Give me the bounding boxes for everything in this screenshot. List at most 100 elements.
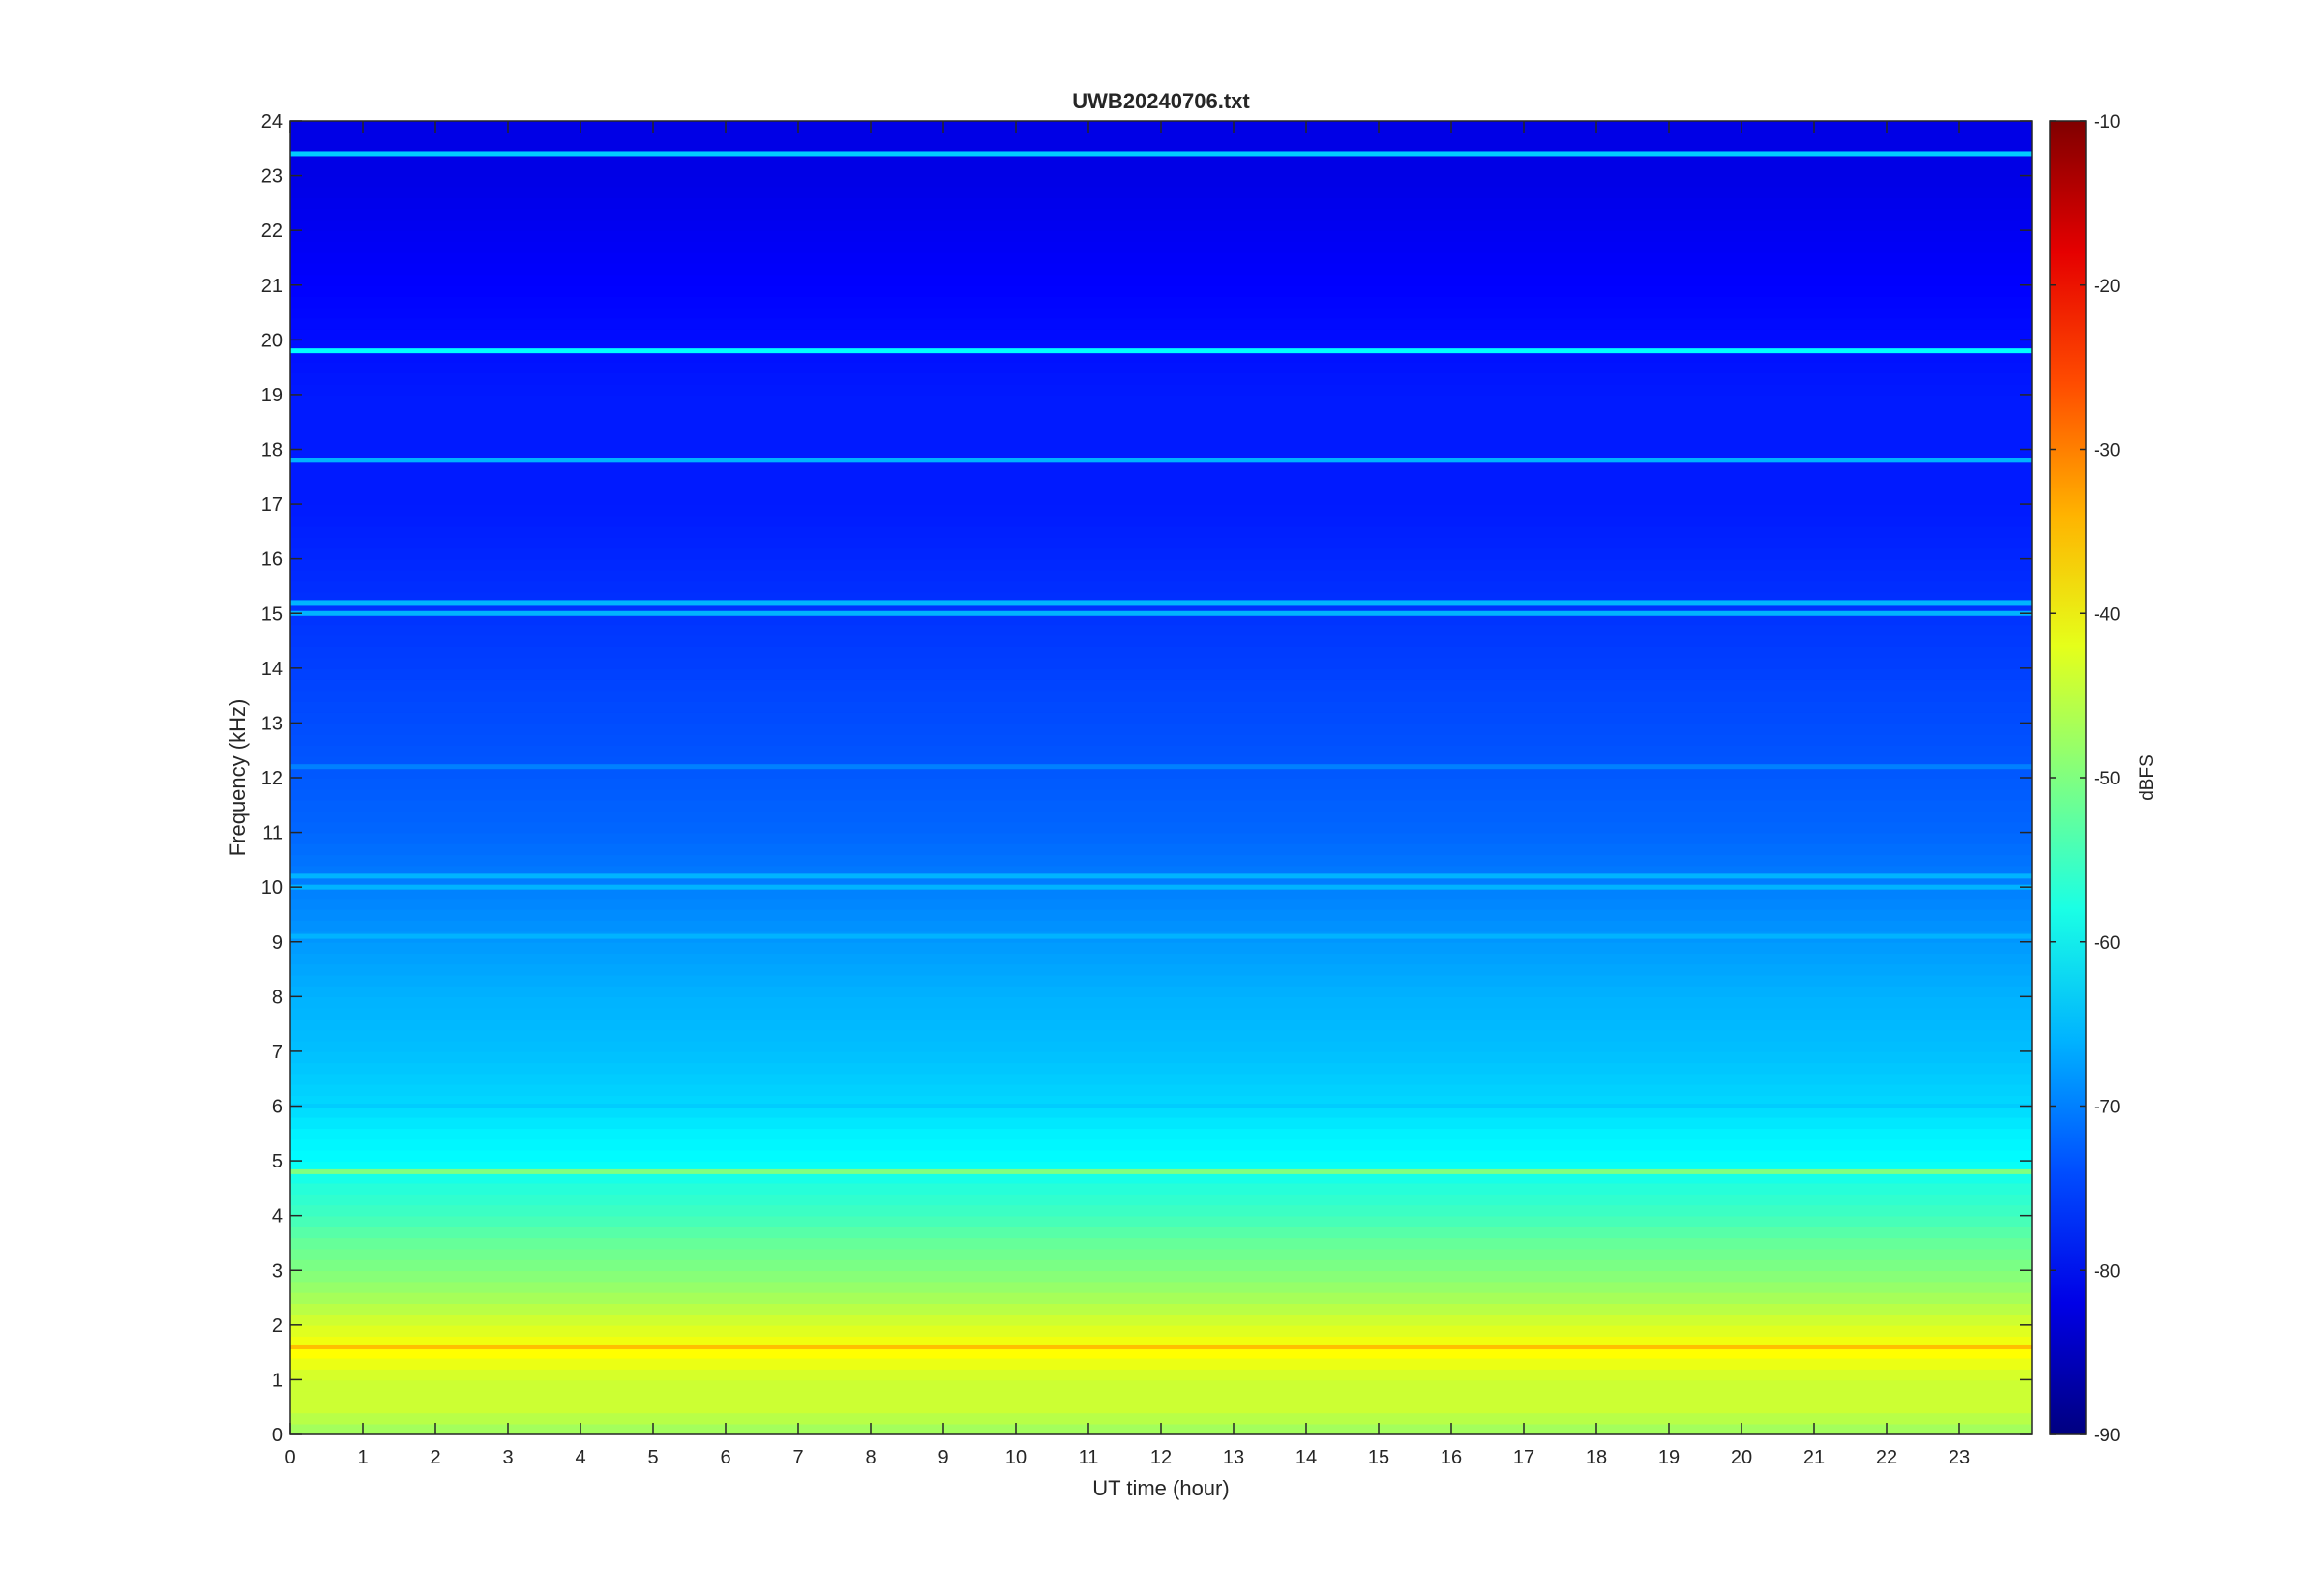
spectrum-band: [290, 1390, 2032, 1403]
y-tick-label: 17: [261, 494, 283, 516]
y-tick-label: 10: [261, 877, 283, 899]
colorbar-tick-label: -10: [2094, 112, 2120, 133]
y-tick-label: 0: [272, 1425, 283, 1446]
spectrum-band: [290, 1128, 2032, 1140]
spectrum-band: [290, 842, 2032, 856]
x-tick-label: 12: [1150, 1447, 1172, 1468]
tone-line: [290, 884, 2032, 890]
spectrum-band: [290, 1237, 2032, 1250]
x-tick-label: 17: [1513, 1447, 1534, 1468]
spectrum-band: [290, 1106, 2032, 1118]
x-tick-label: 23: [1949, 1447, 1970, 1468]
spectrum-band: [290, 515, 2032, 527]
y-tick-label: 21: [261, 276, 283, 297]
x-tick-label: 5: [647, 1447, 658, 1468]
y-tick-label: 20: [261, 330, 283, 351]
x-tick-label: 18: [1586, 1447, 1607, 1468]
y-tick-label: 13: [261, 713, 283, 734]
spectrum-band: [290, 471, 2032, 484]
x-tick-label: 9: [938, 1447, 948, 1468]
spectrum-band: [290, 558, 2032, 571]
y-tick-label: 4: [272, 1206, 283, 1227]
tone-line: [290, 151, 2032, 157]
colorbar-tick-label: -20: [2094, 277, 2120, 297]
colorbar-ticks: -10 -20 -30 -40 -50 -60 -70 -80 -90: [2050, 112, 2120, 1446]
spectrum-band: [290, 986, 2032, 998]
spectrum-band: [290, 372, 2032, 385]
colorbar-tick-label: -40: [2094, 605, 2120, 625]
spectrum-band: [290, 383, 2032, 396]
tone-line: [290, 458, 2032, 463]
spectrum-band: [290, 208, 2032, 221]
tone-line: [290, 764, 2032, 770]
y-tick-label: 9: [272, 932, 283, 954]
spectrum-band: [290, 569, 2032, 582]
y-tick-label: 7: [272, 1042, 283, 1063]
y-tick-label: 15: [261, 604, 283, 625]
colorbar: [2049, 120, 2087, 1435]
spectrum-band: [290, 635, 2032, 647]
spectrum-band: [290, 854, 2032, 867]
colorbar-label: dBFS: [2137, 754, 2158, 801]
spectrum-band: [290, 296, 2032, 309]
spectrum-band: [290, 920, 2032, 932]
colorbar-tick-label: -70: [2094, 1098, 2120, 1118]
spectrum-band: [290, 317, 2032, 330]
y-tick-label: 11: [262, 823, 283, 844]
spectrum-band: [290, 1050, 2032, 1064]
spectrum-band: [290, 186, 2032, 199]
spectrum-band: [290, 974, 2032, 987]
x-tick-label: 1: [357, 1447, 368, 1468]
tone-line: [290, 933, 2032, 939]
spectrum-band: [290, 1281, 2032, 1293]
spectrum-band: [290, 241, 2032, 253]
spectrum-band: [290, 405, 2032, 418]
spectrum-band: [290, 230, 2032, 243]
spectrum-band: [290, 580, 2032, 593]
spectrum-band: [290, 1357, 2032, 1370]
y-tick-label: 23: [261, 166, 283, 188]
spectrum-band: [290, 537, 2032, 549]
x-tick-label: 16: [1441, 1447, 1462, 1468]
spectrum-band: [290, 996, 2032, 1009]
spectrum-band: [290, 504, 2032, 517]
tone-line: [290, 873, 2032, 879]
y-tick-label: 8: [272, 987, 283, 1008]
spectrum-band: [290, 1226, 2032, 1239]
spectrum-band: [290, 251, 2032, 264]
spectrum-band: [290, 898, 2032, 910]
spectrum-band: [290, 329, 2032, 341]
spectrum-band: [290, 953, 2032, 965]
spectrum-band: [290, 941, 2032, 954]
spectrum-band: [290, 1007, 2032, 1020]
spectrum-band: [290, 778, 2032, 790]
colorbar-tick-label: -80: [2094, 1261, 2120, 1282]
y-tick-label: 5: [272, 1151, 283, 1172]
spectrum-band: [290, 1314, 2032, 1326]
spectrum-band: [290, 700, 2032, 713]
x-tick-label: 14: [1295, 1447, 1317, 1468]
spectrum-band: [290, 1291, 2032, 1304]
spectrum-band: [290, 219, 2032, 231]
spectrum-band: [290, 427, 2032, 439]
spectrum-band: [290, 1402, 2032, 1414]
spectrum-band: [290, 1346, 2032, 1359]
spectrum-band: [290, 197, 2032, 210]
spectrum-band: [290, 459, 2032, 472]
spectrum-band: [290, 350, 2032, 363]
spectrum-band: [290, 284, 2032, 297]
x-tick-label: 22: [1876, 1447, 1897, 1468]
colorbar-tick-label: -30: [2094, 441, 2120, 461]
spectrum-band: [290, 667, 2032, 680]
y-axis-label: Frequency (kHz): [225, 699, 250, 857]
spectrum-band: [290, 613, 2032, 626]
tone-line: [290, 1104, 2032, 1108]
spectrum-band: [290, 1182, 2032, 1195]
spectrum-band: [290, 1248, 2032, 1260]
spectrum-band: [290, 525, 2032, 538]
spectrum-band: [290, 416, 2032, 429]
spectrum-band: [290, 1215, 2032, 1227]
spectrum-band: [290, 712, 2032, 724]
